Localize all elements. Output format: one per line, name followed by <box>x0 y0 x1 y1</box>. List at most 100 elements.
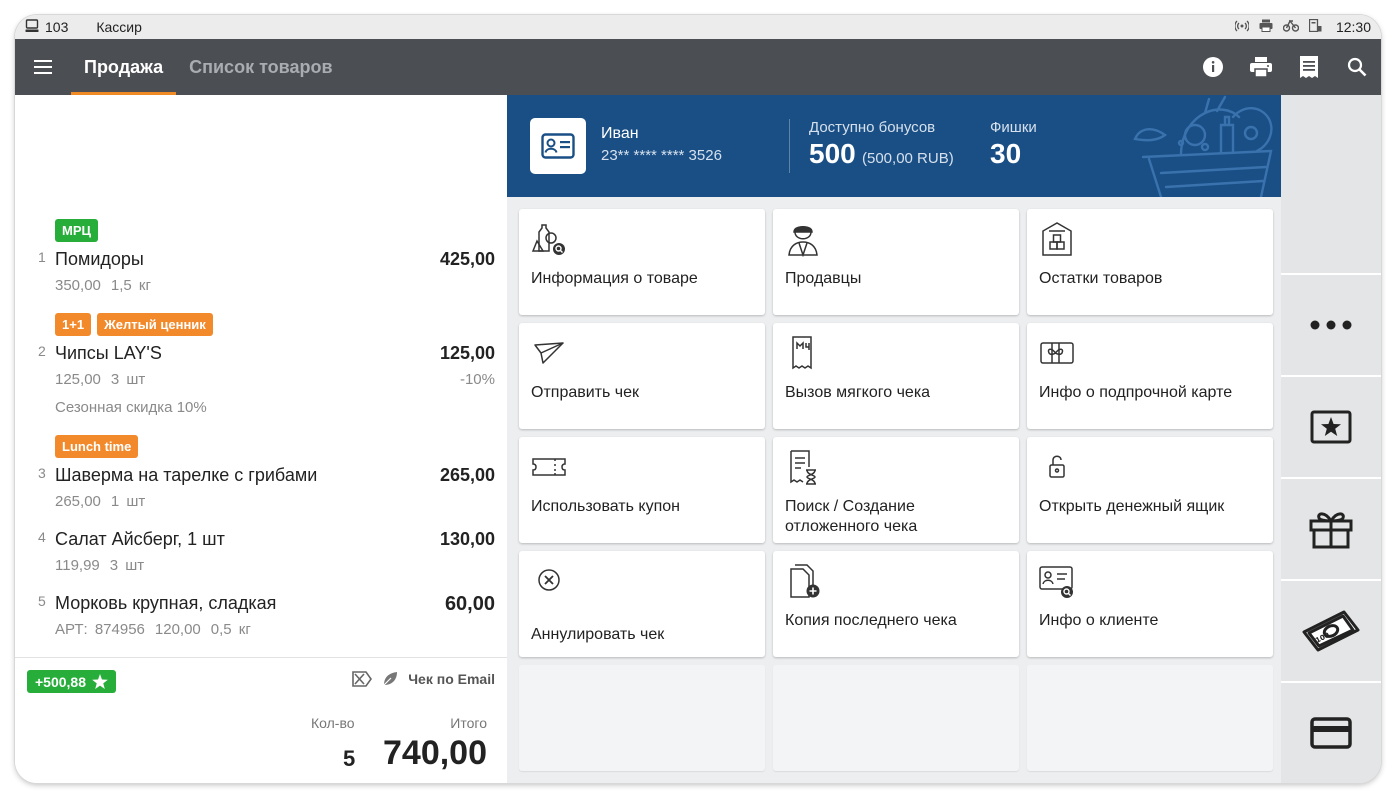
tile-product-info[interactable]: Информация о товаре <box>519 209 765 315</box>
copy-receipt-icon <box>790 564 820 598</box>
cash-button[interactable]: 100 <box>1281 581 1381 683</box>
tile-label: Копия последнего чека <box>785 612 957 629</box>
client-card-number: 23** **** **** 3526 <box>601 147 722 164</box>
more-icon <box>1310 320 1352 330</box>
no-paper-icon <box>352 671 373 687</box>
terminal-number: 103 <box>45 19 69 35</box>
client-card <box>530 118 586 174</box>
search-button[interactable] <box>1333 39 1381 95</box>
line-number: 3 <box>38 465 46 481</box>
bonus-value: 500 <box>809 138 856 169</box>
gift-card-icon <box>1040 342 1074 364</box>
actions-area: Иван 23** **** **** 3526 Доступно бонусо… <box>507 95 1281 783</box>
id-card-icon <box>541 133 575 159</box>
tile-empty <box>1027 665 1273 771</box>
nfc-icon <box>1234 19 1250 35</box>
leaf-icon <box>382 672 398 687</box>
cash-drawer-icon <box>1049 455 1065 478</box>
gift-button[interactable] <box>1281 479 1381 581</box>
tile-sellers[interactable]: Продавцы <box>773 209 1019 315</box>
tile-cancel-receipt[interactable]: Аннулировать чек <box>519 551 765 657</box>
item-badge: Желтый ценник <box>97 313 213 336</box>
info-button[interactable] <box>1189 39 1237 95</box>
item-price: 119,99 <box>55 557 100 574</box>
item-total: 125,00 <box>439 343 495 363</box>
tile-copy-last-receipt[interactable]: Копия последнего чека <box>773 551 1019 657</box>
client-name: Иван <box>601 125 639 142</box>
bonus-accrued-badge: +500,88 <box>27 670 116 693</box>
card-icon <box>1310 717 1352 749</box>
send-icon <box>534 342 564 364</box>
item-name: Салат Айсберг, 1 шт <box>55 529 225 549</box>
bonus-title: Доступно бонусов <box>809 119 936 136</box>
seller-icon <box>788 226 818 257</box>
star-icon <box>92 674 108 689</box>
item-badge: МРЦ <box>55 219 98 242</box>
total-label: Итого <box>450 715 487 731</box>
tile-open-cash-drawer[interactable]: Открыть денежный ящик <box>1027 437 1273 543</box>
item-article: АРТ: 874956 <box>55 621 145 638</box>
item-total: 60,00 <box>444 593 495 615</box>
app-bar: Продажа Список товаров <box>15 39 1381 95</box>
more-button[interactable] <box>1281 275 1381 377</box>
gift-icon <box>1309 512 1353 549</box>
qty-label: Кол-во <box>311 715 355 731</box>
scale-status-icon <box>1282 19 1300 35</box>
item-total: 265,00 <box>439 465 495 485</box>
fiscal-status-icon <box>1308 18 1322 35</box>
tile-empty <box>519 665 765 771</box>
tab-product-list[interactable]: Список товаров <box>189 56 333 77</box>
soft-receipt-icon <box>792 336 812 370</box>
printer-icon <box>1250 57 1272 77</box>
chips-value: 30 <box>990 138 1022 169</box>
qty-value: 5 <box>343 746 356 771</box>
item-qty: 3 шт <box>109 557 145 574</box>
tab-sale[interactable]: Продажа <box>71 39 177 95</box>
tile-gift-card-info[interactable]: Инфо о подпрочной карте <box>1027 323 1273 429</box>
item-price: 120,00 <box>154 621 201 638</box>
item-name: Морковь крупная, сладкая <box>55 593 277 613</box>
tile-stock[interactable]: Остатки товаров <box>1027 209 1273 315</box>
client-info-icon <box>1039 566 1073 598</box>
menu-button[interactable] <box>15 39 71 95</box>
client-banner[interactable]: Иван 23** **** **** 3526 Доступно бонусо… <box>507 95 1281 197</box>
total-value: 740,00 <box>383 734 487 772</box>
tile-label: Открыть денежный ящик <box>1039 498 1225 515</box>
bonus-accrued: +500,88 <box>35 673 86 690</box>
tile-deferred-receipt[interactable]: Поиск / Создание отложенного чека <box>773 437 1019 543</box>
tile-label: Аннулировать чек <box>531 626 665 643</box>
favorites-button[interactable] <box>1281 377 1381 479</box>
card-payment-button[interactable] <box>1281 683 1381 783</box>
tile-label: Вызов мягкого чека <box>785 384 931 401</box>
item-qty: 1 шт <box>110 493 146 510</box>
tile-label: Использовать купон <box>531 498 680 515</box>
tile-client-info[interactable]: Инфо о клиенте <box>1027 551 1273 657</box>
item-name: Чипсы LAY'S <box>55 343 162 363</box>
email-receipt-toggle[interactable]: Чек по Email <box>352 671 495 687</box>
cancel-receipt-icon <box>538 569 560 591</box>
search-icon <box>1347 57 1367 77</box>
chips-title: Фишки <box>990 119 1037 136</box>
tile-use-coupon[interactable]: Использовать купон <box>519 437 765 543</box>
item-promo: Сезонная скидка 10% <box>55 399 207 416</box>
item-qty: 0,5 кг <box>210 621 251 638</box>
print-button[interactable] <box>1237 39 1285 95</box>
receipt-icon <box>1300 56 1318 78</box>
bonus-rub: (500,00 RUB) <box>862 150 954 167</box>
tile-soft-receipt[interactable]: Вызов мягкого чека <box>773 323 1019 429</box>
item-total: 425,00 <box>439 249 495 269</box>
product-info-icon <box>531 224 565 255</box>
line-number: 4 <box>38 529 46 545</box>
email-receipt-label: Чек по Email <box>408 671 495 687</box>
pos-screen: 103 Кассир 12:30 Продажа Список товаров <box>15 15 1381 783</box>
receipt-footer: +500,88 Чек по Email Кол-во Итого 5 740,… <box>15 657 507 783</box>
banner-divider <box>789 119 790 173</box>
receipt-button[interactable] <box>1285 39 1333 95</box>
tile-label: Поиск / Создание отложенного чека <box>785 498 918 535</box>
printer-status-icon <box>1259 19 1273 35</box>
grocery-basket-illustration <box>1133 95 1273 197</box>
item-price: 265,00 <box>55 493 101 510</box>
tile-send-receipt[interactable]: Отправить чек <box>519 323 765 429</box>
tile-label: Продавцы <box>785 270 862 287</box>
clock: 12:30 <box>1335 19 1371 35</box>
